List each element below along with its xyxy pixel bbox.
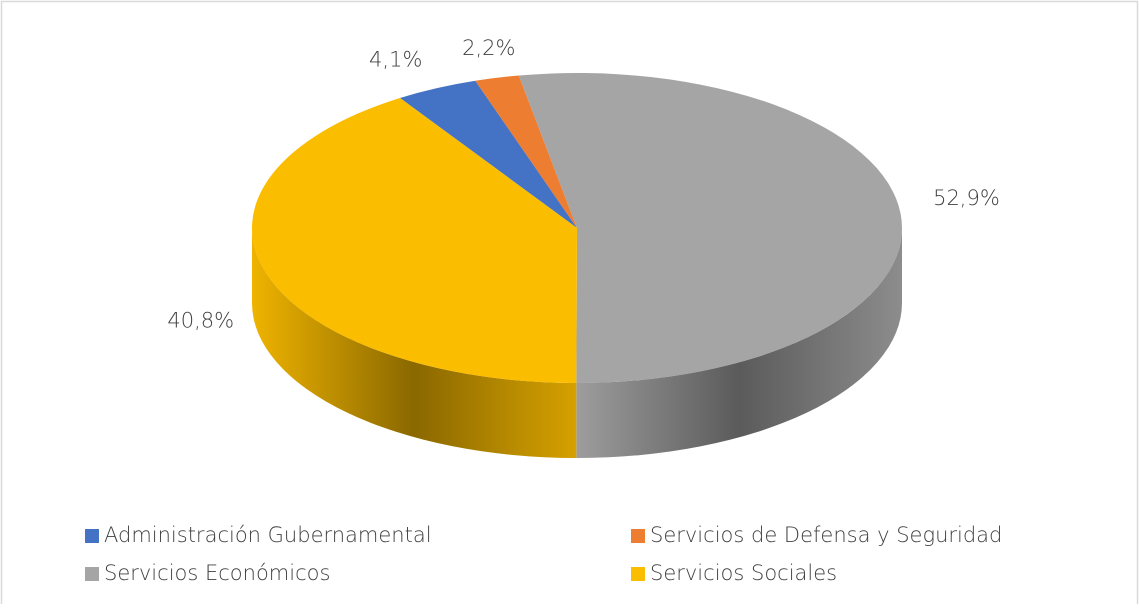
legend-label: Servicios Sociales [650,561,837,585]
data-label: 2,2% [462,36,515,60]
legend-label: Administración Gubernamental [104,523,432,547]
slice [399,80,577,228]
slice [251,98,577,383]
legend-swatch [85,529,99,543]
legend-swatch [631,567,645,581]
legend-swatch [85,567,99,581]
legend-label: Servicios Económicos [104,561,330,585]
legend-swatch [631,529,645,543]
slice-side-shade [576,228,903,459]
data-label: 52,9% [933,186,1000,210]
slice [475,75,577,228]
legend-label: Servicios de Defensa y Seguridad [650,523,1002,547]
slice-side-shade [252,228,577,458]
data-label: 40,8% [167,308,234,332]
slice [518,73,902,383]
data-label: 4,1% [369,47,422,71]
